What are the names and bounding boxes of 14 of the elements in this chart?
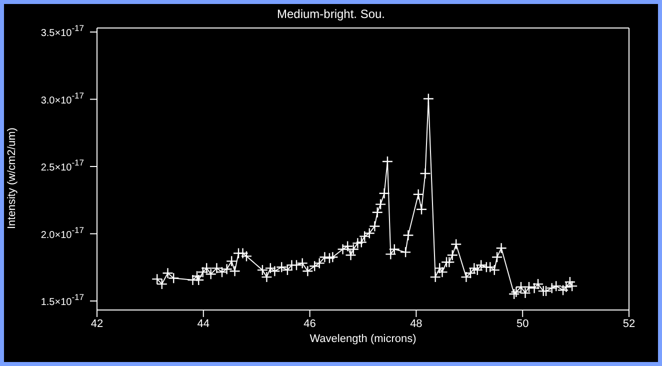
y-tick-label: 1.5×10$^{-17}$ bbox=[40, 292, 84, 308]
y-tick-label: 2.5×10$^{-17}$ bbox=[40, 158, 84, 174]
x-tick-label: 48 bbox=[410, 318, 422, 330]
y-tick-label: 3.0×10$^{-17}$ bbox=[40, 90, 84, 106]
x-tick-label: 42 bbox=[90, 318, 104, 330]
y-axis-title: Intensity (w/cm2/um) bbox=[6, 128, 18, 229]
x-tick-label: 50 bbox=[516, 318, 529, 330]
x-tick-label: 52 bbox=[622, 318, 636, 330]
y-tick-label: 2.0×10$^{-17}$ bbox=[40, 224, 84, 241]
chart-title: Medium-bright. Sou. bbox=[276, 7, 386, 21]
x-tick-label: 44 bbox=[197, 318, 210, 330]
y-tick-label: 3.5×10$^{-17}$ bbox=[40, 23, 84, 40]
x-tick-label: 46 bbox=[304, 318, 316, 330]
x-axis-title: Wavelength (microns) bbox=[310, 333, 416, 345]
